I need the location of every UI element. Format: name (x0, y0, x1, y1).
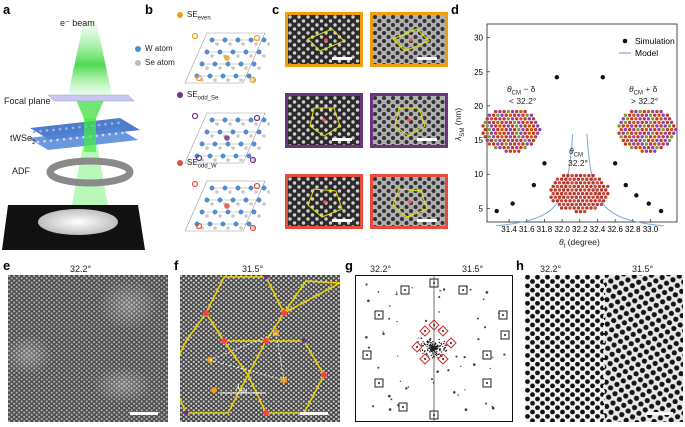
y-tick-label: 5 (479, 204, 484, 213)
scale-bar-e (130, 412, 158, 415)
simulation-point (555, 75, 559, 79)
image-se-even-adf (285, 12, 363, 67)
legend-model-label: Model (635, 48, 658, 58)
x-tick-label: 31.4 (501, 225, 517, 234)
panel-b-structures: W atom Se atom SEeven SEodd_Se SEodd_W (145, 0, 270, 250)
inset-center-lattice (549, 174, 609, 213)
panel-h-image (525, 275, 683, 422)
inset-left-lattice (481, 110, 541, 153)
x-tick-label: 31.8 (537, 225, 553, 234)
panel-label-c: c (272, 2, 279, 17)
simulation-point (601, 75, 605, 79)
y-tick-label: 30 (474, 34, 483, 43)
simulation-point (510, 201, 514, 205)
schematic-drawing (0, 0, 145, 250)
image-se-odd-w-adf (285, 174, 363, 229)
simulation-point (634, 193, 638, 197)
inset-right-label-1: θCM + δ (629, 84, 657, 97)
simulation-point (532, 183, 536, 187)
x-tick-label: 32.8 (625, 225, 641, 234)
scale-bar-h (647, 412, 673, 415)
legend-simulation-marker (623, 39, 628, 44)
y-tick-label: 10 (474, 170, 483, 179)
panel-a-schematic: e⁻ beam Focal plane tWSe2 ADF EMPAD (0, 0, 145, 250)
simulation-point (613, 161, 617, 165)
empad-label: EMPAD (60, 237, 91, 247)
panel-g-angle-right: 31.5° (462, 264, 483, 274)
panel-g-angle-left: 32.2° (370, 264, 391, 274)
simulation-point (624, 183, 628, 187)
sample-label: tWSe2 (10, 133, 35, 146)
panel-h-angle-right: 31.5° (632, 264, 653, 274)
structure-se-odd-se (185, 113, 270, 163)
inset-center-label-1: θCM (569, 146, 583, 159)
inset-left-label-2: < 32.2° (509, 96, 536, 106)
inset-right-label-2: > 32.2° (631, 96, 658, 106)
panel-f-lambda-label: λSM (236, 383, 247, 395)
x-tick-label: 32.0 (554, 225, 570, 234)
inset-center-label-2: 32.2° (568, 158, 588, 168)
electron-beam (68, 20, 112, 95)
structure-drawings (145, 0, 270, 250)
panel-label-g: g (345, 258, 353, 273)
panel-d-chart: 31.4 31.6 31.8 32.0 32.2 32.4 32.6 32.8 33.0 5 10 1… (451, 0, 685, 250)
beam-label: e⁻ beam (60, 18, 95, 29)
inset-right-lattice (617, 110, 677, 153)
structure-se-odd-w (185, 181, 270, 231)
chart-svg: 31.4 31.6 31.8 32.0 32.2 32.4 32.6 32.8 33.0 5 10 1… (451, 0, 685, 250)
scale-bar-f (300, 412, 328, 415)
panel-f-image: λSM (180, 275, 340, 422)
y-tick-label: 20 (474, 102, 483, 111)
chart-y-axis-label: λSM (nm) (453, 108, 466, 141)
simulation-point (495, 209, 499, 213)
y-tick-label: 15 (474, 136, 483, 145)
focal-plane (48, 95, 134, 101)
panel-g-fft (355, 275, 513, 422)
simulation-point (659, 209, 663, 213)
x-tick-label: 32.4 (590, 225, 606, 234)
x-tick-label: 32.6 (607, 225, 623, 234)
panel-f-angle: 31.5° (242, 264, 263, 274)
image-se-even-empad (370, 12, 448, 67)
panel-h-angle-left: 32.2° (540, 264, 561, 274)
y-tick-label: 25 (474, 68, 483, 77)
structure-se-even (185, 33, 270, 83)
panel-label-e: e (3, 258, 10, 273)
x-tick-label: 31.6 (519, 225, 535, 234)
focal-plane-label: Focal plane (4, 96, 51, 106)
chart-x-axis-label: θt (degree) (559, 237, 600, 250)
image-se-odd-se-adf (285, 93, 363, 148)
x-tick-label: 33.0 (643, 225, 659, 234)
inset-left-label-1: θCM − δ (507, 84, 535, 97)
adf-label: ADF (12, 166, 30, 176)
panel-e-angle: 32.2° (70, 264, 91, 274)
panel-label-h: h (516, 258, 524, 273)
image-se-odd-w-empad (370, 174, 448, 229)
simulation-point (647, 201, 651, 205)
panel-label-f: f (174, 258, 178, 273)
x-tick-label: 32.2 (572, 225, 588, 234)
panel-c-images (285, 12, 450, 248)
image-se-odd-se-empad (370, 93, 448, 148)
simulation-point (542, 161, 546, 165)
twse2-sample (28, 118, 140, 152)
panel-e-image (8, 275, 168, 422)
legend-simulation-label: Simulation (635, 36, 675, 46)
